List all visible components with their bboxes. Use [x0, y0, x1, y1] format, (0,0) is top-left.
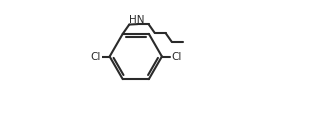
Text: Cl: Cl: [90, 52, 101, 62]
Text: HN: HN: [129, 15, 145, 25]
Text: Cl: Cl: [171, 52, 181, 62]
